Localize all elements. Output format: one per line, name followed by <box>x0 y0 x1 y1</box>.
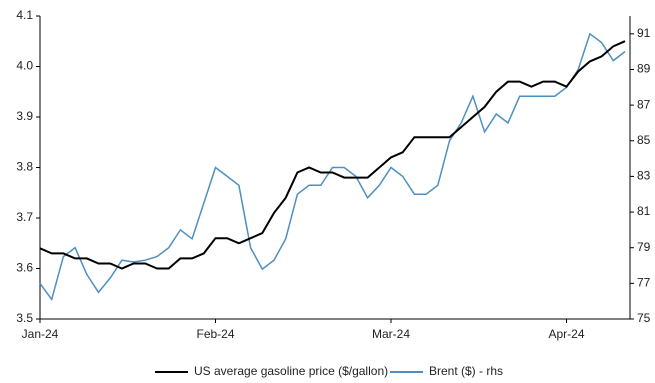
x-tick-label: Mar-24 <box>372 327 410 341</box>
x-tick-label: Jan-24 <box>22 327 59 341</box>
y-tick-label: 4.1 <box>16 8 33 22</box>
x-tick-label: Apr-24 <box>548 327 584 341</box>
x-tick-label: Feb-24 <box>196 327 234 341</box>
y-tick-label: 3.6 <box>16 261 33 275</box>
y-tick-label: 3.8 <box>16 160 33 174</box>
y-tick-label: 4.0 <box>16 59 33 73</box>
y-tick-label: 3.9 <box>16 109 33 123</box>
y-tick-label: 3.5 <box>16 311 33 325</box>
y2-tick-label: 75 <box>637 311 651 325</box>
y2-tick-label: 79 <box>637 240 651 254</box>
y-tick-label: 3.7 <box>16 210 33 224</box>
y2-tick-label: 77 <box>637 276 651 290</box>
y2-tick-label: 81 <box>637 204 651 218</box>
y2-tick-label: 87 <box>637 97 651 111</box>
series-line <box>39 32 626 302</box>
y2-tick-label: 89 <box>637 62 651 76</box>
y2-tick-label: 83 <box>637 169 651 183</box>
y2-tick-label: 91 <box>637 26 651 40</box>
legend-label: Brent ($) - rhs <box>429 364 503 378</box>
series-line <box>39 40 626 270</box>
legend-label: US average gasoline price ($/gallon) <box>194 364 388 378</box>
y2-tick-label: 85 <box>637 133 651 147</box>
